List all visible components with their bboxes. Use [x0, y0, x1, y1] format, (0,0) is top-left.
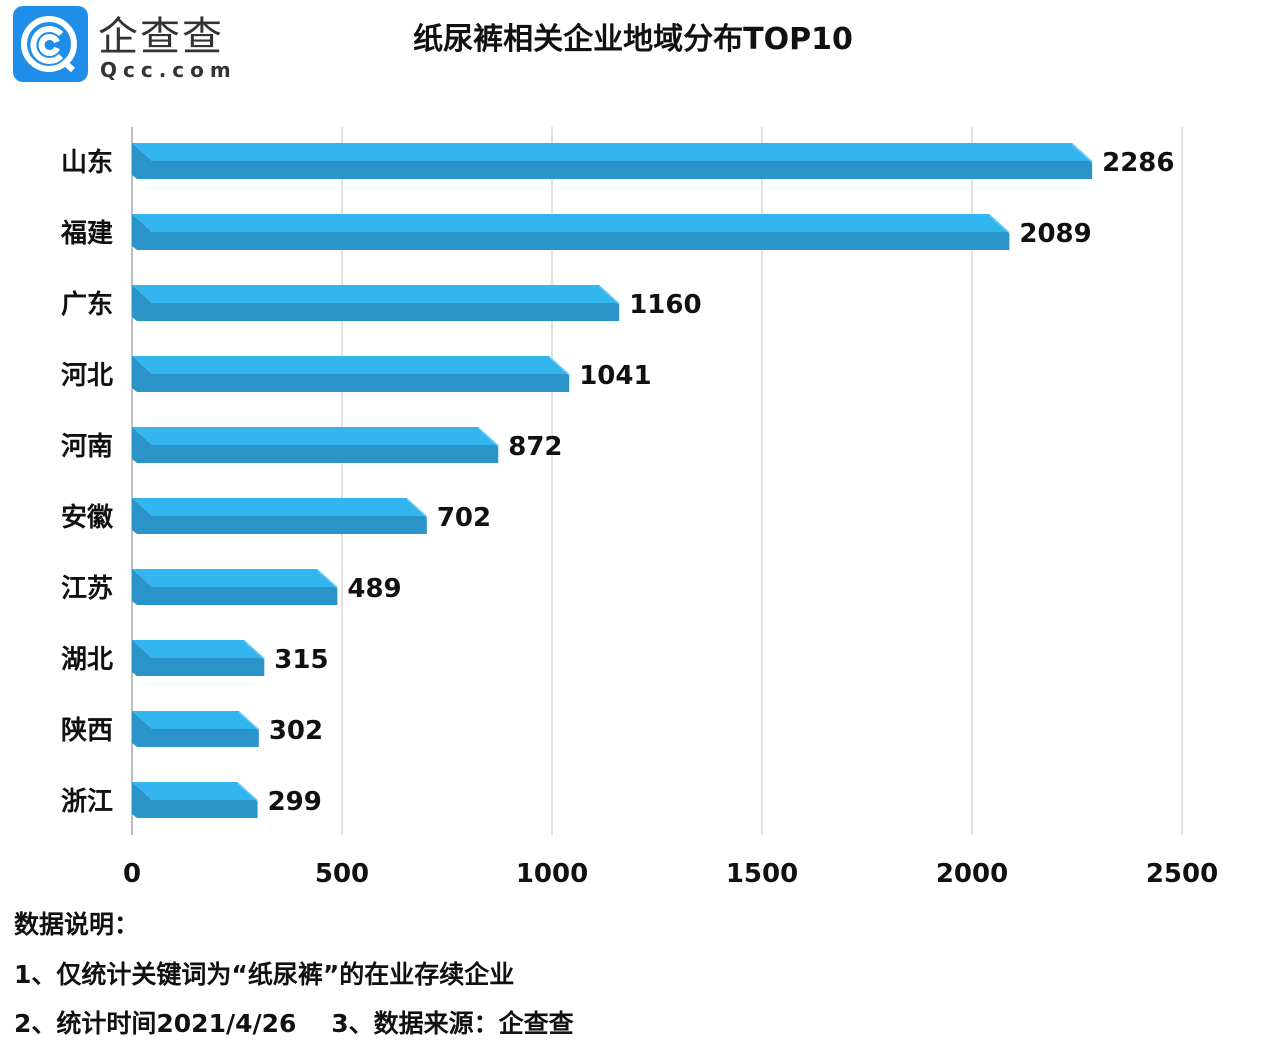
x-tick-label: 500	[315, 859, 369, 889]
bar-value-label: 2286	[1102, 148, 1174, 178]
y-category-label: 陕西	[61, 716, 113, 746]
x-tick-label: 1000	[516, 859, 588, 889]
brand-name-cn: 企查查	[98, 14, 224, 60]
bar-end-face	[244, 640, 265, 660]
bar-end-face	[478, 427, 499, 447]
bar-end-face	[549, 356, 570, 376]
bar-end-face	[238, 711, 259, 731]
bar-top-face	[132, 356, 570, 374]
bar-top-face	[132, 214, 1010, 232]
bar-end-face	[317, 569, 338, 589]
bar-bottom-face	[132, 285, 620, 321]
bar-top-face	[132, 498, 427, 516]
notes-line-2: 2、统计时间2021/4/26 3、数据来源：企查查	[14, 1009, 574, 1038]
y-category-label: 福建	[60, 219, 113, 249]
bar-top-face	[132, 711, 259, 729]
bar-top-face	[132, 782, 258, 800]
bar-top-face	[132, 569, 338, 587]
x-tick-label: 2500	[1146, 859, 1218, 889]
y-category-label: 江苏	[61, 574, 113, 604]
brand-name-en: Qcc.com	[100, 58, 237, 82]
bar-value-label: 302	[269, 716, 323, 746]
bar-end-face	[406, 498, 427, 518]
x-tick-label: 2000	[936, 859, 1008, 889]
bar-value-label: 315	[274, 645, 328, 675]
bar-bottom-face	[132, 569, 338, 605]
chart-title: 纸尿裤相关企业地域分布TOP10	[413, 22, 853, 57]
logo-q-icon	[21, 16, 77, 73]
notes-heading: 数据说明：	[14, 910, 140, 939]
y-category-label: 浙江	[61, 787, 113, 817]
bar-bottom-face	[132, 214, 1010, 250]
y-category-label: 河南	[61, 432, 113, 462]
bar-bottom-face	[132, 498, 427, 534]
bar-value-label: 1041	[579, 361, 651, 391]
bar-end-face	[599, 285, 620, 305]
y-category-label: 山东	[61, 147, 113, 178]
bar-bottom-face	[132, 782, 258, 818]
qcc-logo	[13, 6, 88, 82]
bar-value-label: 489	[347, 574, 401, 604]
bar-end-face	[989, 214, 1010, 234]
bar-end-face	[237, 782, 258, 802]
bar-value-label: 872	[508, 432, 562, 462]
y-category-label: 河北	[61, 361, 113, 391]
y-category-label: 广东	[61, 289, 113, 320]
x-tick-label: 0	[123, 859, 141, 889]
bar-bottom-face	[132, 143, 1093, 179]
bar-bottom-face	[132, 356, 570, 392]
bar-value-label: 299	[268, 787, 322, 817]
y-category-label: 安徽	[61, 503, 114, 533]
bar-top-face	[132, 427, 499, 445]
bar-top-face	[132, 285, 620, 303]
bar-value-label: 1160	[629, 290, 701, 320]
y-category-label: 湖北	[61, 645, 113, 675]
bar-top-face	[132, 143, 1093, 161]
bar-bottom-face	[132, 711, 259, 747]
bar-value-label: 2089	[1019, 219, 1091, 249]
bar-bottom-face	[132, 640, 265, 676]
x-tick-label: 1500	[726, 859, 798, 889]
bar-bottom-face	[132, 427, 499, 463]
notes-line-1: 1、仅统计关键词为“纸尿裤”的在业存续企业	[14, 960, 515, 989]
bar-top-face	[132, 640, 265, 658]
bar-value-label: 702	[437, 503, 491, 533]
bar-end-face	[1072, 143, 1093, 163]
